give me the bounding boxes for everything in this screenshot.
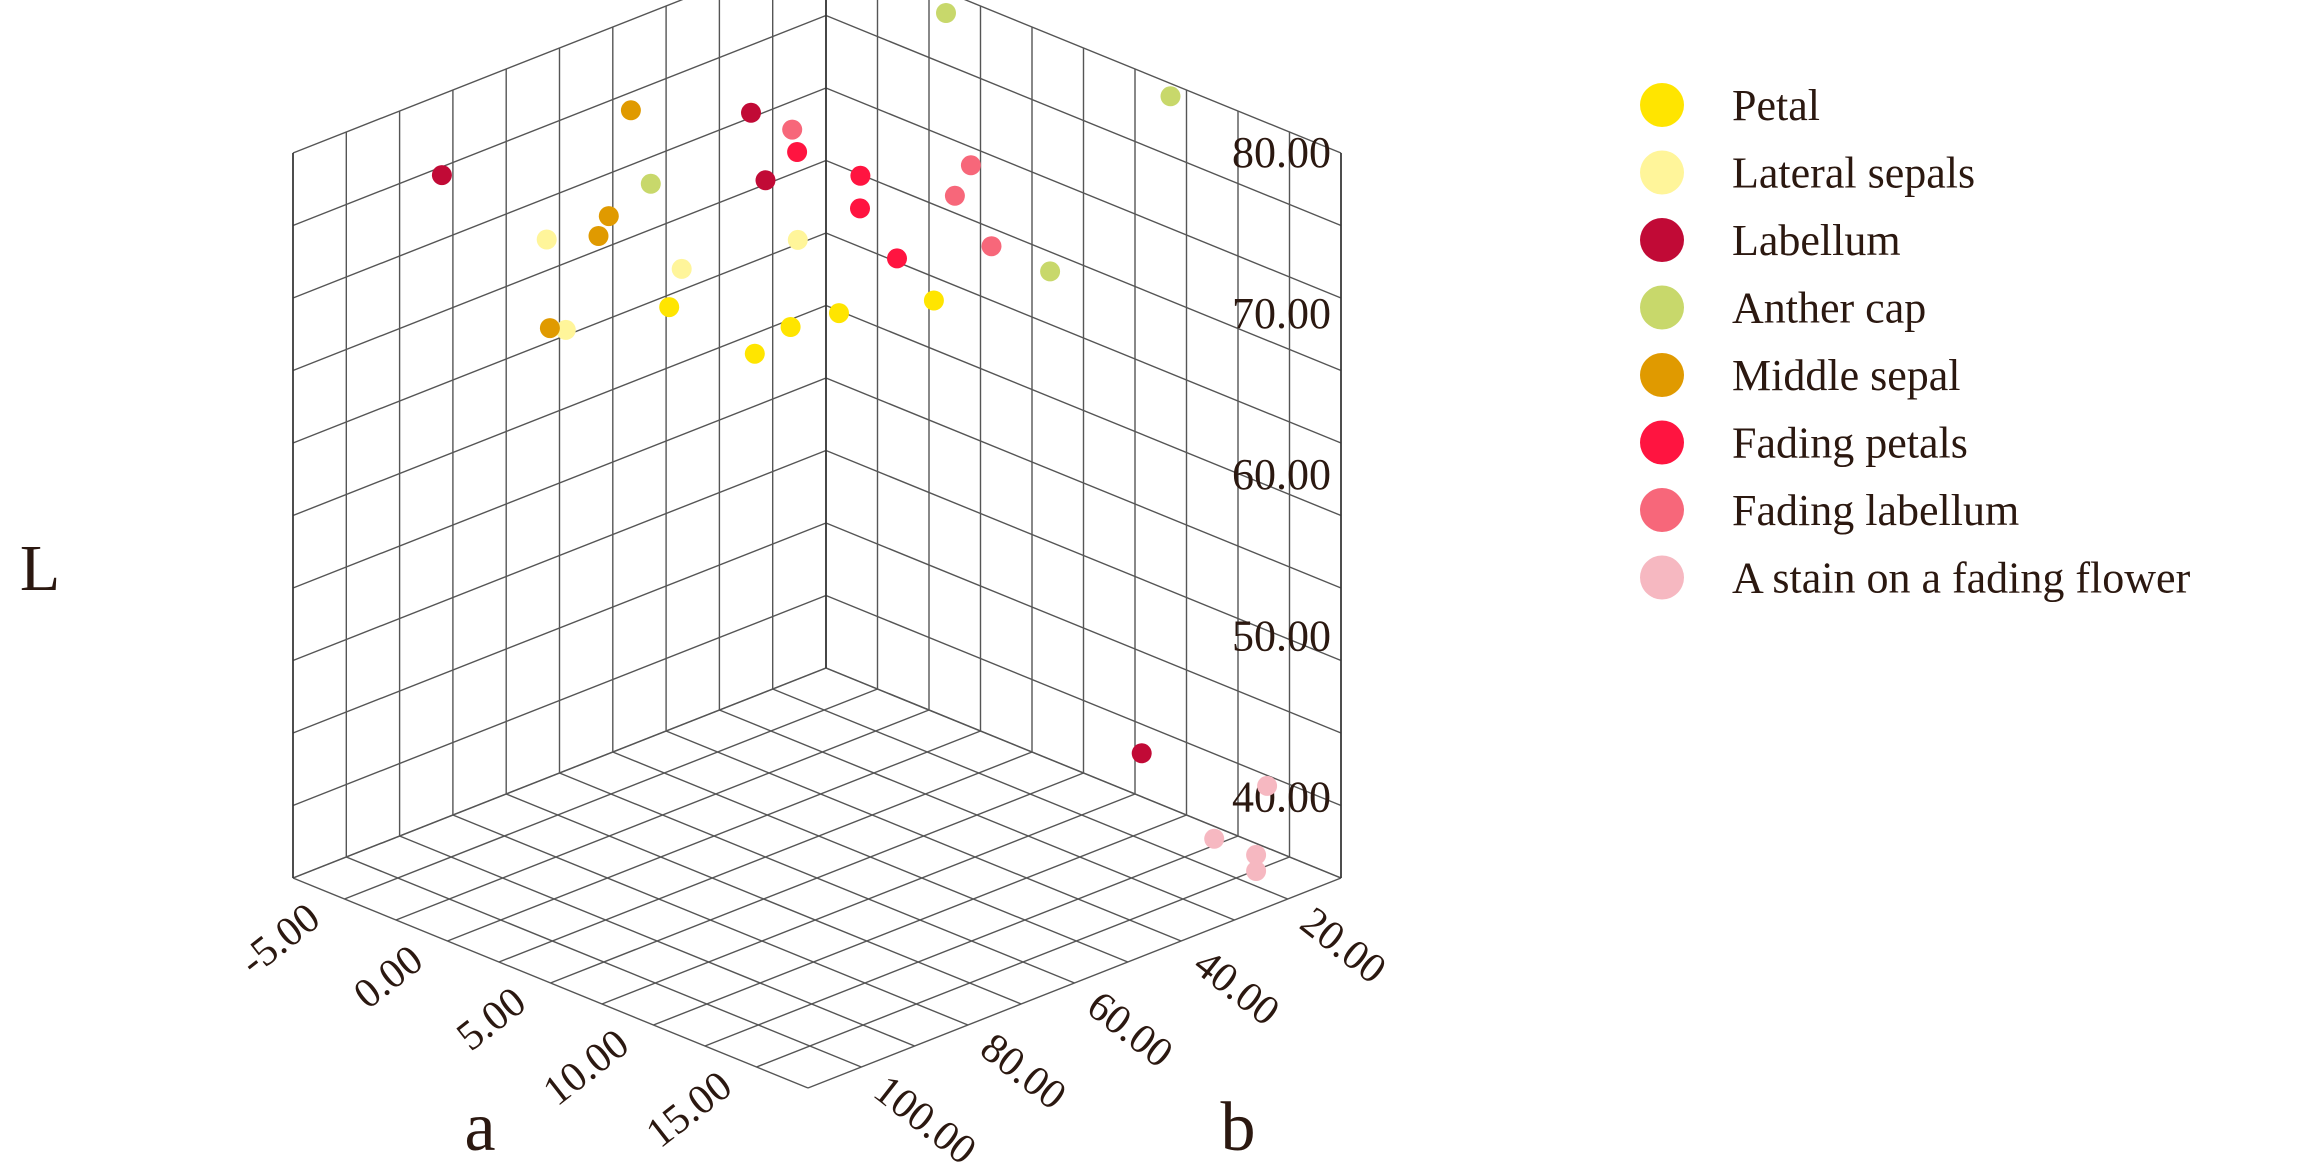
data-point [960,155,981,176]
legend-swatch [1640,353,1684,397]
legend-label: Lateral sepals [1732,149,1975,198]
tick-label-x: -5.00 [231,895,328,985]
axis-title-x: a [464,1089,495,1166]
legend-swatch [1640,285,1684,330]
legend-swatch [1640,555,1684,600]
grid-line-leftwall-horizontal [825,159,1342,372]
data-point [755,170,776,191]
data-point [1246,861,1267,881]
data-point [1246,844,1267,865]
legend-swatch [1640,218,1684,262]
data-point [620,100,641,121]
tick-label-x: 15.00 [638,1063,741,1157]
data-point [431,165,452,186]
legend-label: Labellum [1732,216,1901,265]
grid-line-floor-a [292,667,827,879]
grid-line-rightwall-horizontal [292,232,827,444]
legend-swatch [1640,150,1684,195]
data-point [887,248,907,269]
tick-label-z: 70.00 [1232,289,1331,338]
data-point [598,206,619,227]
grid-line-rightwall-horizontal [292,159,827,372]
data-point [741,102,761,123]
legend-label: A stain on a fading flower [1732,554,2191,603]
legend-label: Anther cap [1732,284,1926,333]
grid-line-rightwall-horizontal [292,0,684,154]
legend-label: Fading labellum [1732,486,2019,535]
axis-titles: L a b [20,532,1256,1166]
grid-line-floor-a [498,751,1033,963]
grid-line-leftwall-horizontal [825,14,1342,227]
data-point [1040,261,1061,282]
data-point [923,290,944,311]
data-point [588,226,609,246]
data-point [671,258,692,279]
legend-swatch [1640,420,1684,465]
data-point [787,142,808,162]
data-point [1160,86,1181,107]
grid-line-floor-b [665,730,1182,942]
data-point [1204,828,1225,849]
tick-label-z: 80.00 [1232,128,1331,177]
axis-title-z: L [20,532,60,605]
tick-label-x: 10.00 [535,1021,638,1115]
data-point [536,229,557,250]
legend-label: Fading petals [1732,419,1968,468]
grid-line-floor-a [447,730,981,942]
grid [292,0,1342,1089]
data-point [936,3,956,23]
tick-label-y: 60.00 [1078,983,1181,1077]
grid-line-rightwall-horizontal [292,87,827,299]
tick-label-y: 100.00 [865,1067,984,1170]
grid-line-leftwall-horizontal [825,232,1342,444]
grid-line-leftwall-horizontal [825,87,1342,299]
tick-label-y: 40.00 [1185,941,1288,1035]
data-point [829,303,849,324]
legend: Petal Lateral sepals Labellum Anther cap Mid… [1640,81,2191,603]
legend-label: Petal [1732,81,1820,130]
data-point [787,229,808,250]
data-point [944,185,965,206]
grid-line-floor-a [395,709,930,921]
tick-label-z: 40.00 [1232,772,1331,821]
data-point [850,165,871,186]
grid-line-floor-b [559,772,1075,984]
data-points [431,3,1278,881]
grid-line-rightwall-horizontal [292,304,827,517]
grid-line-floor-b [612,751,1129,963]
data-point [780,317,801,337]
legend-swatch [1640,83,1684,127]
grid-line-floor-b [772,688,1288,900]
data-point [539,318,560,339]
data-point [850,198,870,219]
legend-swatch [1640,488,1684,532]
data-point [782,119,803,140]
legend-label: Middle sepal [1732,351,1961,400]
axis-title-y: b [1221,1089,1256,1166]
tick-label-y: 20.00 [1292,899,1395,993]
grid-line-floor-b [825,667,1342,879]
data-point [555,319,576,340]
grid-line-leftwall-horizontal [963,0,1342,154]
tick-label-y: 80.00 [972,1025,1075,1119]
data-point [659,297,680,318]
data-point [1131,743,1152,764]
tick-label-z: 60.00 [1232,450,1331,499]
tick-label-z: 50.00 [1232,611,1331,660]
data-point [744,343,765,364]
tick-label-x: 0.00 [345,937,431,1018]
tick-label-x: 5.00 [448,979,534,1060]
grid-line-floor-b [719,709,1235,921]
data-point [981,236,1002,257]
grid-line-floor-a [344,688,878,900]
grid-line-rightwall-horizontal [292,14,827,227]
data-point [1257,775,1278,796]
data-point [640,173,661,194]
grid-line-leftwall-horizontal [825,304,1342,517]
